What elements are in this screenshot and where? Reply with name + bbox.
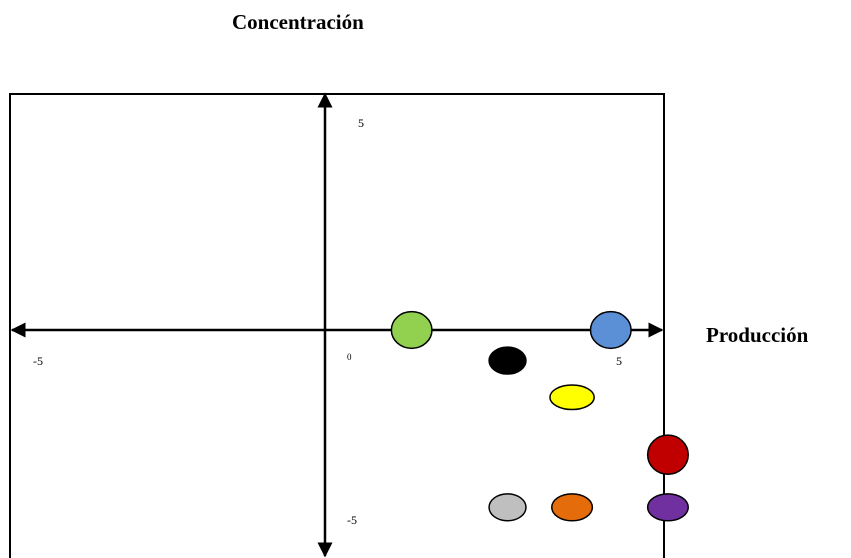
tick-label-x-max: 5 <box>616 354 622 368</box>
tick-label-x-min: -5 <box>33 354 43 368</box>
tick-label-y-min: -5 <box>347 513 357 527</box>
tick-label-origin: 0 <box>347 352 352 362</box>
data-point-6 <box>488 493 527 522</box>
data-points <box>390 310 689 522</box>
data-point-2 <box>589 310 632 350</box>
plot-frame <box>9 93 665 558</box>
data-point-7 <box>551 493 594 522</box>
data-point-4 <box>549 384 595 411</box>
data-point-8 <box>646 493 689 522</box>
x-axis-label: Producción <box>706 323 809 347</box>
data-point-1 <box>390 310 433 350</box>
data-point-3 <box>488 346 527 375</box>
chart-title: Concentración <box>232 10 364 34</box>
data-point-5 <box>646 434 689 476</box>
tick-label-y-max: 5 <box>358 116 364 130</box>
